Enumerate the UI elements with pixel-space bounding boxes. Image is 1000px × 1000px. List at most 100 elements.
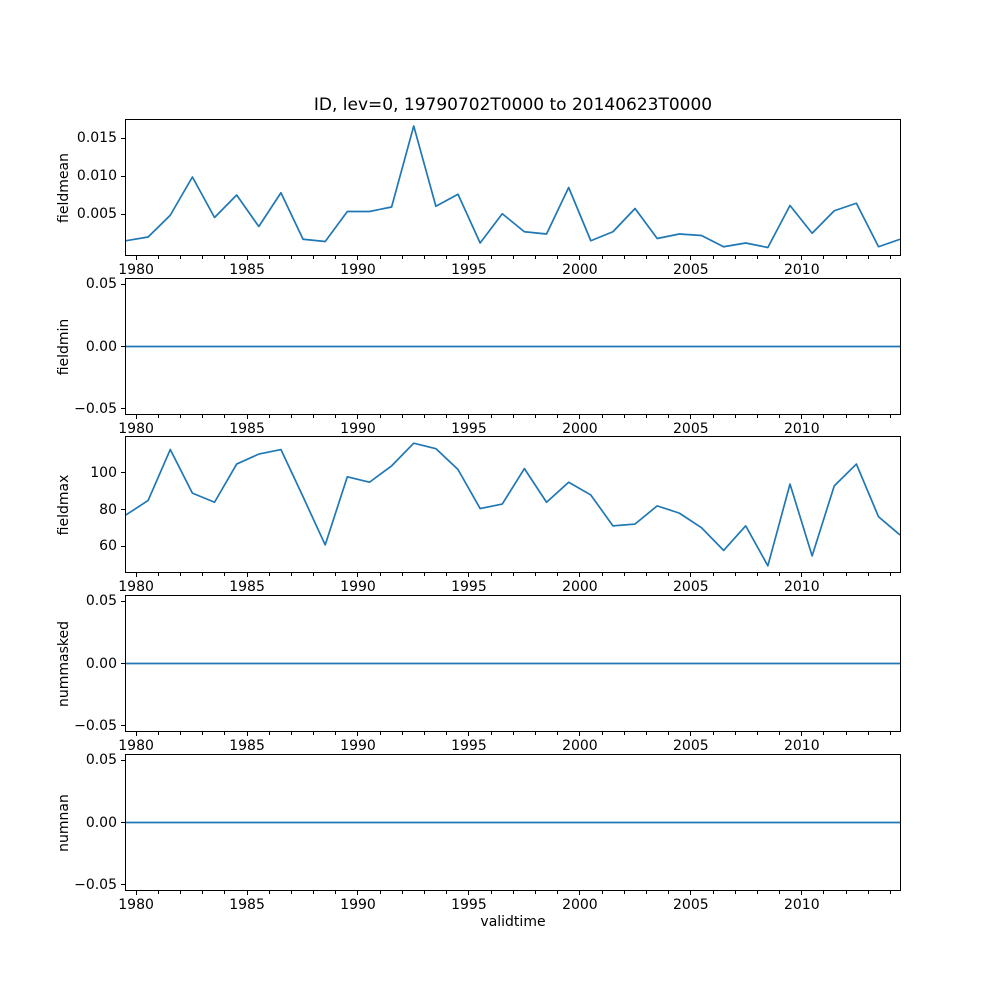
- x-minor-tick-mark: [224, 415, 226, 418]
- x-minor-tick-mark: [867, 415, 869, 418]
- x-axis-title: validtime: [480, 914, 546, 930]
- chart-title: ID, lev=0, 19790702T0000 to 20140623T000…: [313, 95, 713, 115]
- x-tick-label: 2005: [673, 421, 709, 437]
- x-minor-tick-mark: [157, 256, 159, 259]
- x-minor-tick-mark: [313, 415, 315, 418]
- x-minor-tick-mark: [157, 891, 159, 894]
- x-minor-tick-mark: [179, 415, 181, 418]
- x-minor-tick-mark: [379, 573, 381, 576]
- y-tick-label: 0.00: [85, 814, 117, 831]
- x-major-tick-mark: [690, 256, 692, 260]
- line-plot-area-fieldmin: [126, 345, 900, 348]
- x-major-tick-mark: [357, 891, 359, 895]
- x-minor-tick-mark: [734, 573, 736, 576]
- y-tick-mark: [121, 472, 125, 474]
- x-minor-tick-mark: [401, 732, 403, 735]
- x-minor-tick-mark: [823, 256, 825, 259]
- x-major-tick-mark: [690, 732, 692, 736]
- x-major-tick-mark: [690, 415, 692, 419]
- x-minor-tick-mark: [890, 256, 892, 259]
- x-minor-tick-mark: [268, 573, 270, 576]
- x-minor-tick-mark: [224, 573, 226, 576]
- x-minor-tick-mark: [845, 891, 847, 894]
- x-minor-tick-mark: [601, 891, 603, 894]
- x-tick-label: 1985: [229, 421, 265, 437]
- x-minor-tick-mark: [290, 891, 292, 894]
- x-minor-tick-mark: [335, 256, 337, 259]
- x-minor-tick-mark: [446, 732, 448, 735]
- x-tick-label: 2010: [783, 421, 820, 437]
- x-minor-tick-mark: [202, 891, 204, 894]
- x-major-tick-mark: [468, 415, 470, 419]
- y-tick-mark: [121, 213, 125, 215]
- x-minor-tick-mark: [845, 732, 847, 735]
- x-minor-tick-mark: [557, 891, 559, 894]
- x-tick-label: 1985: [229, 579, 265, 595]
- x-minor-tick-mark: [268, 732, 270, 735]
- x-minor-tick-mark: [867, 256, 869, 259]
- x-minor-tick-mark: [379, 891, 381, 894]
- line-plot-area-nummasked: [126, 662, 900, 665]
- x-minor-tick-mark: [845, 415, 847, 418]
- x-major-tick-mark: [579, 256, 581, 260]
- x-major-tick-mark: [135, 891, 137, 895]
- y-tick-label: 0.05: [85, 752, 117, 769]
- x-minor-tick-mark: [379, 732, 381, 735]
- x-major-tick-mark: [357, 573, 359, 577]
- y-tick-mark: [121, 822, 125, 823]
- x-tick-label: 1990: [340, 897, 376, 913]
- y-tick-mark: [121, 759, 125, 761]
- x-minor-tick-mark: [734, 891, 736, 894]
- y-tick-label: 60: [99, 538, 117, 555]
- y-tick-mark: [121, 283, 125, 285]
- x-minor-tick-mark: [601, 732, 603, 735]
- x-tick-label: 2000: [562, 262, 598, 278]
- x-minor-tick-mark: [623, 891, 625, 894]
- line-series-fieldmean: [126, 125, 900, 249]
- x-tick-label: 2010: [783, 897, 820, 913]
- x-minor-tick-mark: [512, 256, 514, 259]
- x-tick-label: 2000: [562, 738, 598, 754]
- x-minor-tick-mark: [401, 573, 403, 576]
- x-tick-label: 2005: [673, 897, 709, 913]
- x-tick-label: 1990: [340, 421, 376, 437]
- x-major-tick-mark: [801, 415, 803, 419]
- x-minor-tick-mark: [645, 256, 647, 259]
- x-minor-tick-mark: [157, 573, 159, 576]
- x-minor-tick-mark: [601, 256, 603, 259]
- x-major-tick-mark: [357, 415, 359, 419]
- x-minor-tick-mark: [179, 256, 181, 259]
- x-minor-tick-mark: [179, 573, 181, 576]
- x-minor-tick-mark: [224, 256, 226, 259]
- x-minor-tick-mark: [313, 256, 315, 259]
- x-minor-tick-mark: [424, 891, 426, 894]
- x-minor-tick-mark: [867, 891, 869, 894]
- x-minor-tick-mark: [379, 415, 381, 418]
- x-tick-label: 1995: [451, 579, 487, 595]
- x-minor-tick-mark: [379, 256, 381, 259]
- x-major-tick-mark: [801, 732, 803, 736]
- x-minor-tick-mark: [335, 732, 337, 735]
- x-minor-tick-mark: [823, 891, 825, 894]
- x-minor-tick-mark: [823, 573, 825, 576]
- x-minor-tick-mark: [512, 732, 514, 735]
- x-tick-label: 2000: [562, 579, 598, 595]
- line-plot-area-numnan: [126, 821, 900, 824]
- x-major-tick-mark: [246, 415, 248, 419]
- x-minor-tick-mark: [424, 415, 426, 418]
- x-minor-tick-mark: [668, 891, 670, 894]
- x-tick-label: 1980: [118, 421, 154, 437]
- x-minor-tick-mark: [446, 891, 448, 894]
- x-minor-tick-mark: [446, 256, 448, 259]
- x-tick-label: 1980: [118, 897, 154, 913]
- x-minor-tick-mark: [490, 256, 492, 259]
- x-minor-tick-mark: [424, 573, 426, 576]
- x-minor-tick-mark: [712, 256, 714, 259]
- x-minor-tick-mark: [601, 573, 603, 576]
- x-minor-tick-mark: [823, 732, 825, 735]
- y-tick-mark: [121, 725, 125, 727]
- x-minor-tick-mark: [712, 732, 714, 735]
- x-minor-tick-mark: [668, 732, 670, 735]
- x-minor-tick-mark: [268, 256, 270, 259]
- x-major-tick-mark: [801, 256, 803, 260]
